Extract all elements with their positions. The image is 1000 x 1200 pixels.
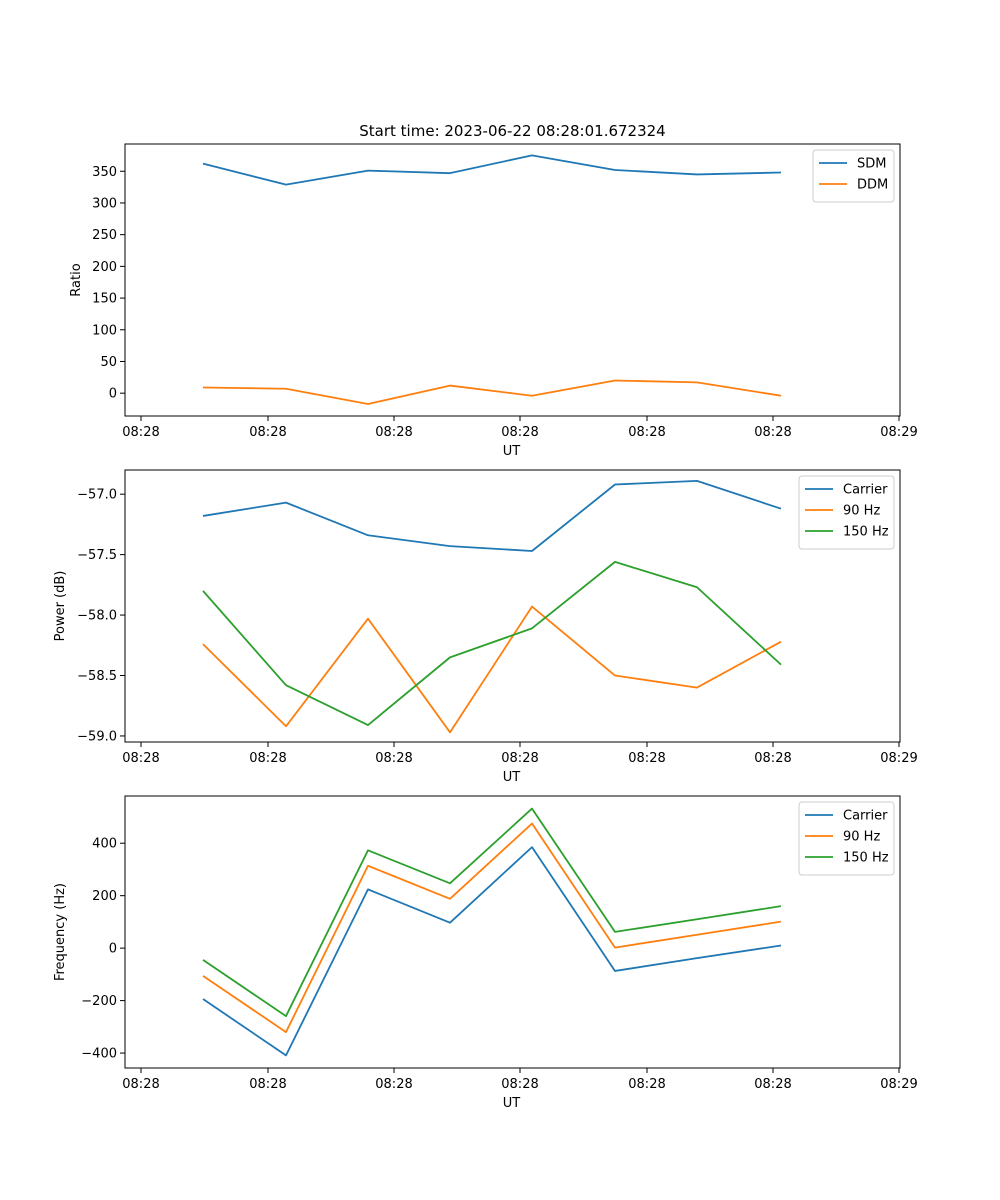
legend-label: SDM <box>857 157 886 172</box>
y-tick-label: 300 <box>92 196 117 211</box>
y-axis-label: Frequency (Hz) <box>53 883 68 981</box>
y-tick-label: −58.0 <box>77 609 117 624</box>
x-tick-label: 08:28 <box>122 1077 159 1092</box>
y-tick-label: 0 <box>109 942 117 957</box>
x-tick-label: 08:28 <box>628 751 665 766</box>
y-axis-label: Power (dB) <box>53 571 68 642</box>
x-tick-label: 08:28 <box>501 1077 538 1092</box>
x-tick-label: 08:29 <box>880 1077 917 1092</box>
y-tick-label: 250 <box>92 228 117 243</box>
legend: SDM DDM <box>812 149 895 203</box>
x-tick-label: 08:28 <box>249 425 286 440</box>
y-tick-label: 200 <box>92 260 117 275</box>
x-tick-label: 08:28 <box>628 425 665 440</box>
y-tick-label: 400 <box>92 837 117 852</box>
y-tick-label: −200 <box>81 994 117 1009</box>
y-tick-label: −58.5 <box>77 669 117 684</box>
subplot-1: 08:28 08:28 08:28 08:28 08:28 08:28 08:29 0 50 10… <box>69 122 918 459</box>
series-line-150-hz <box>202 560 782 726</box>
x-tick-label: 08:29 <box>880 425 917 440</box>
axes-frame <box>124 143 901 417</box>
y-tick-label: 50 <box>100 355 117 370</box>
legend-label: Carrier <box>843 809 888 824</box>
x-tick-label: 08:28 <box>122 751 159 766</box>
x-tick-label: 08:28 <box>249 1077 286 1092</box>
y-tick-label: −400 <box>81 1047 117 1062</box>
legend-label: 150 Hz <box>843 851 889 866</box>
legend-label: DDM <box>857 178 888 193</box>
legend: Carrier 90 Hz 150 Hz <box>798 475 895 550</box>
x-tick-label: 08:28 <box>501 425 538 440</box>
y-tick-label: 100 <box>92 323 117 338</box>
series-line-carrier <box>202 479 782 552</box>
y-tick-label: −59.0 <box>77 729 117 744</box>
y-tick-label: 150 <box>92 292 117 307</box>
subplot-3: 08:28 08:28 08:28 08:28 08:28 08:28 08:29 −400 −… <box>53 795 918 1111</box>
legend-label: 150 Hz <box>843 525 889 540</box>
series-line-ddm <box>202 379 782 405</box>
y-tick-label: 350 <box>92 165 117 180</box>
x-axis-label: UT <box>503 1096 521 1111</box>
x-tick-label: 08:28 <box>375 1077 412 1092</box>
x-tick-label: 08:28 <box>628 1077 665 1092</box>
y-tick-label: −57.5 <box>77 548 117 563</box>
x-tick-label: 08:28 <box>375 751 412 766</box>
series-line-90-hz <box>202 605 782 734</box>
chart-title: Start time: 2023-06-22 08:28:01.672324 <box>359 122 665 140</box>
x-tick-label: 08:28 <box>754 1077 791 1092</box>
x-tick-label: 08:28 <box>375 425 412 440</box>
x-tick-label: 08:28 <box>122 425 159 440</box>
series-line-90-hz <box>202 822 782 1033</box>
axes-frame <box>124 795 901 1069</box>
legend-label: Carrier <box>843 483 888 498</box>
legend-label: 90 Hz <box>843 830 880 845</box>
y-tick-label: 0 <box>109 387 117 402</box>
legend: Carrier 90 Hz 150 Hz <box>798 801 895 876</box>
y-tick-label: −57.0 <box>77 488 117 503</box>
series-line-150-hz <box>202 807 782 1017</box>
x-axis-label: UT <box>503 444 521 459</box>
x-tick-label: 08:29 <box>880 751 917 766</box>
x-tick-label: 08:28 <box>754 751 791 766</box>
series-line-carrier <box>202 846 782 1057</box>
x-axis-label: UT <box>503 770 521 785</box>
x-tick-label: 08:28 <box>249 751 286 766</box>
subplot-2: 08:28 08:28 08:28 08:28 08:28 08:28 08:29 −59.0… <box>53 469 918 785</box>
x-tick-label: 08:28 <box>501 751 538 766</box>
axes-frame <box>124 469 901 743</box>
legend-label: 90 Hz <box>843 504 880 519</box>
series-line-sdm <box>202 154 782 186</box>
x-tick-label: 08:28 <box>754 425 791 440</box>
y-tick-label: 200 <box>92 889 117 904</box>
y-axis-label: Ratio <box>69 263 84 296</box>
